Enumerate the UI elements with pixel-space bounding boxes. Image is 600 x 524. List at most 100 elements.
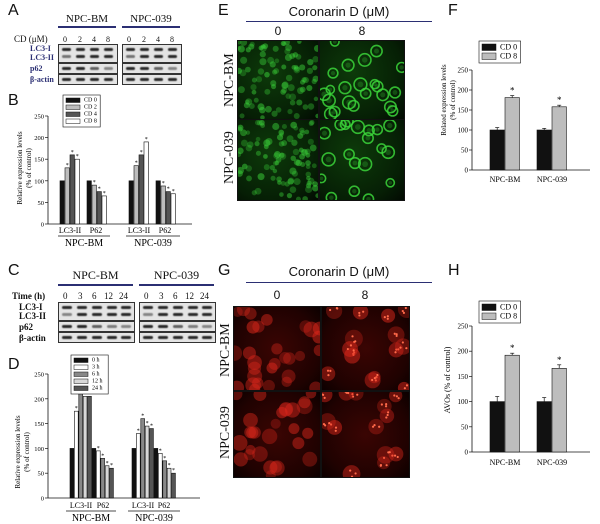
- panel-g-col-0: 0: [273, 288, 281, 302]
- group-label: NPC-BM: [72, 513, 110, 524]
- cell: [305, 171, 312, 178]
- vesicle: [387, 451, 390, 454]
- cell: [338, 392, 354, 401]
- vesicle: [346, 347, 349, 351]
- cell-nucleus: [357, 81, 364, 88]
- panel-c-band-p62: p62: [19, 322, 34, 332]
- cell: [284, 41, 290, 46]
- cell: [394, 338, 409, 355]
- cell: [247, 141, 254, 148]
- cell: [263, 144, 269, 150]
- panel-a-group-2-title: NPC-039: [122, 13, 180, 28]
- significance-mark: *: [145, 137, 148, 143]
- bar: [69, 154, 75, 225]
- cell: [253, 97, 259, 103]
- y-tick-label: 150: [34, 157, 44, 164]
- legend-entry: CD 8: [84, 119, 97, 125]
- cell: [281, 64, 287, 70]
- vesicle: [329, 369, 332, 372]
- vesicle: [328, 422, 331, 425]
- cell: [293, 64, 299, 70]
- panel-g-row-npcbm: NPC-BM: [218, 323, 233, 377]
- cell: [270, 418, 281, 429]
- y-tick-label: 250: [34, 372, 44, 379]
- y-tick-label: 0: [465, 167, 469, 175]
- cell: [257, 68, 265, 75]
- legend-swatch: [73, 371, 89, 377]
- cell: [280, 181, 286, 186]
- cell: [300, 148, 308, 156]
- cell: [270, 461, 282, 473]
- cell: [322, 366, 336, 382]
- vesicle: [351, 395, 355, 398]
- cell: [371, 123, 384, 136]
- cell: [305, 152, 311, 158]
- vesicle: [354, 472, 357, 475]
- bar: [536, 401, 552, 453]
- vesicle: [327, 374, 330, 377]
- cell-nucleus: [330, 70, 336, 76]
- sub-label: P62: [97, 501, 109, 510]
- cell: [313, 96, 318, 102]
- cell: [234, 392, 243, 401]
- bar: [140, 418, 145, 499]
- cell: [281, 123, 287, 130]
- significance-mark: *: [76, 154, 79, 160]
- vesicle: [402, 311, 406, 314]
- cell: [242, 346, 256, 360]
- cell: [265, 470, 276, 477]
- micrograph-e-npcbm-8: [319, 40, 405, 120]
- cell: [353, 77, 368, 92]
- bar: [170, 193, 176, 225]
- y-tick-label: 250: [458, 67, 469, 75]
- cell: [386, 105, 399, 117]
- x-tick-label: NPC-BM: [490, 175, 521, 184]
- cell: [243, 412, 258, 428]
- significance-mark: *: [172, 468, 175, 474]
- cell: [305, 185, 313, 194]
- cell-nucleus: [363, 91, 368, 96]
- vesicle: [347, 392, 350, 395]
- significance-mark: *: [167, 187, 170, 193]
- micrograph-e-npc039-0: [237, 119, 319, 201]
- vesicle: [353, 351, 356, 354]
- cell: [269, 61, 276, 68]
- cell: [238, 147, 244, 155]
- blot-c-p62-npcbm: [58, 321, 135, 332]
- bar: [133, 165, 139, 225]
- panel-d-ylabel: Relative expression levels: [14, 415, 22, 488]
- cell: [245, 144, 253, 152]
- significance-mark: *: [162, 181, 165, 187]
- cell: [263, 460, 278, 475]
- cell: [294, 350, 306, 362]
- legend-entry: CD 4: [84, 112, 97, 118]
- cell: [239, 113, 245, 119]
- bar: [153, 448, 159, 499]
- dose-label: 2: [78, 35, 82, 44]
- cell: [350, 120, 366, 135]
- cell: [275, 107, 282, 113]
- blot-lc3-npc039: [122, 44, 182, 63]
- cell: [377, 456, 391, 470]
- vesicle: [329, 308, 332, 312]
- vesicle: [335, 307, 338, 310]
- panel-a-group-1-title: NPC-BM: [58, 13, 116, 28]
- cell: [348, 156, 362, 170]
- sub-label: LC3-II: [59, 226, 82, 235]
- cell: [246, 320, 260, 334]
- cell: [306, 67, 314, 74]
- bar: [69, 448, 75, 499]
- significance-mark: *: [159, 448, 162, 454]
- cell: [289, 186, 297, 193]
- bar: [136, 433, 141, 499]
- cell: [348, 185, 361, 198]
- cell: [312, 321, 320, 336]
- band-label-p62: p62: [30, 64, 43, 73]
- dose-label: 4: [92, 35, 96, 44]
- legend-swatch: [481, 312, 497, 320]
- vesicle: [358, 311, 361, 315]
- panel-b-chart: Relative expression levels (% of control…: [16, 94, 192, 249]
- cell-nucleus: [352, 188, 357, 194]
- cell: [265, 138, 273, 146]
- bar: [87, 396, 92, 499]
